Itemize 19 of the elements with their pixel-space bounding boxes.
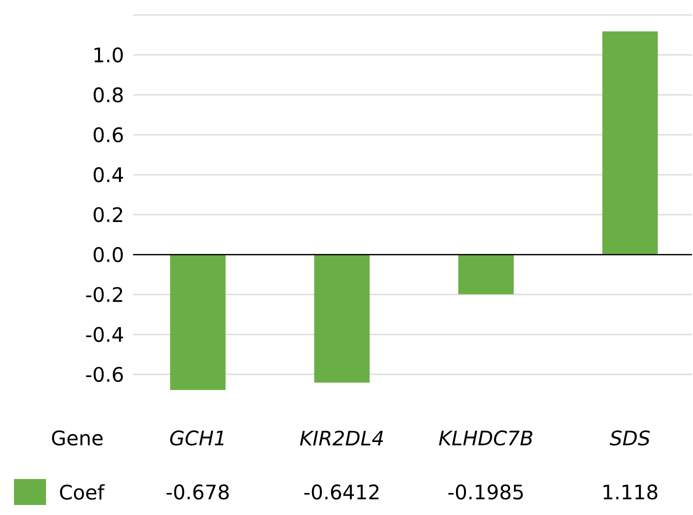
data-label: -0.6412 — [304, 484, 378, 500]
y-tick-label: 0.6 — [94, 127, 123, 142]
y-tick-label: 0.0 — [94, 247, 123, 262]
data-label: 1.118 — [604, 484, 658, 500]
y-tick-label: 0.8 — [94, 87, 123, 102]
x-axis-title: Gene — [52, 430, 103, 446]
y-tick-label: -0.6 — [86, 366, 123, 382]
x-tick-label: KIR2DL4 — [300, 430, 383, 446]
x-tick-label: GCH1 — [170, 430, 224, 446]
y-tick-label: 0.4 — [94, 167, 124, 182]
y-tick-label: -0.2 — [86, 286, 122, 302]
y-tick-label: 0.2 — [94, 207, 122, 222]
y-tick-label: -0.4 — [86, 326, 124, 342]
y-tick-label: 1.0 — [94, 47, 123, 62]
legend-label: Coef — [60, 484, 105, 500]
data-label: -0.678 — [166, 484, 229, 500]
data-label: -0.1985 — [448, 484, 523, 500]
x-tick-label: KLHDC7B — [438, 430, 532, 446]
x-tick-label: SDS — [610, 430, 650, 446]
